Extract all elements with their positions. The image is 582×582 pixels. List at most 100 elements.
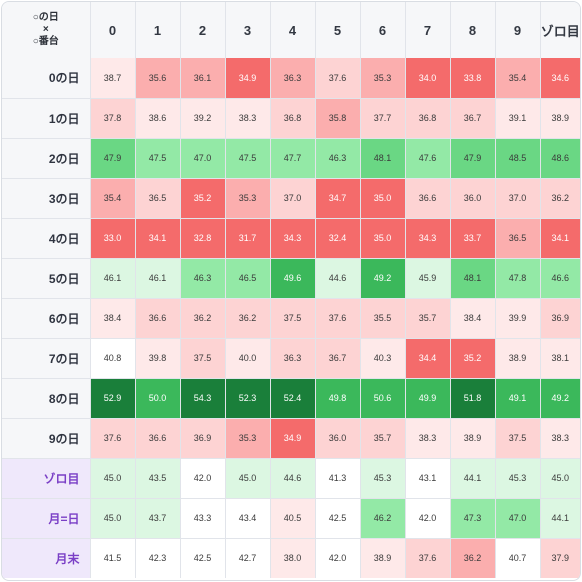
heatmap-cell[interactable]: 46.3 [179,257,226,299]
heatmap-cell[interactable]: 38.7 [89,58,136,99]
heatmap-cell[interactable]: 34.7 [314,177,361,219]
heatmap-cell[interactable]: 52.4 [269,377,316,419]
heatmap-cell[interactable]: 35.7 [359,417,406,459]
heatmap-cell[interactable]: 37.6 [404,537,451,578]
heatmap-cell[interactable]: 47.7 [269,137,316,179]
heatmap-cell[interactable]: 33.7 [449,217,496,259]
heatmap-cell[interactable]: 35.2 [449,337,496,379]
heatmap-cell[interactable]: 35.3 [224,417,271,459]
heatmap-cell[interactable]: 37.6 [89,417,136,459]
heatmap-cell[interactable]: 45.0 [89,457,136,499]
row-header[interactable]: 月末 [2,537,91,578]
heatmap-cell[interactable]: 49.2 [359,257,406,299]
row-header[interactable]: 月=日 [2,497,91,539]
column-header[interactable]: 1 [134,2,181,58]
heatmap-cell[interactable]: 42.5 [314,497,361,539]
heatmap-cell[interactable]: 39.1 [494,97,541,139]
heatmap-cell[interactable]: 34.3 [404,217,451,259]
heatmap-cell[interactable]: 35.2 [179,177,226,219]
heatmap-cell[interactable]: 33.8 [449,58,496,99]
heatmap-cell[interactable]: 34.4 [404,337,451,379]
row-header[interactable]: 2の日 [2,137,91,179]
heatmap-cell[interactable]: 34.1 [134,217,181,259]
heatmap-cell[interactable]: 42.7 [224,537,271,578]
column-header[interactable]: 0 [89,2,136,58]
column-header[interactable]: 9 [494,2,541,58]
heatmap-cell[interactable]: 35.5 [359,297,406,339]
heatmap-cell[interactable]: 50.6 [359,377,406,419]
heatmap-cell[interactable]: 37.6 [314,297,361,339]
heatmap-cell[interactable]: 37.0 [269,177,316,219]
heatmap-cell[interactable]: 34.0 [404,58,451,99]
column-header[interactable]: ゾロ目 [539,2,580,58]
heatmap-cell[interactable]: 36.6 [134,417,181,459]
heatmap-cell[interactable]: 44.6 [314,257,361,299]
heatmap-cell[interactable]: 38.6 [134,97,181,139]
heatmap-cell[interactable]: 36.8 [404,97,451,139]
heatmap-cell[interactable]: 33.0 [89,217,136,259]
heatmap-cell[interactable]: 37.8 [89,97,136,139]
heatmap-cell[interactable]: 51.8 [449,377,496,419]
heatmap-cell[interactable]: 44.1 [539,497,580,539]
heatmap-cell[interactable]: 38.1 [539,337,580,379]
heatmap-cell[interactable]: 38.9 [494,337,541,379]
heatmap-cell[interactable]: 35.3 [224,177,271,219]
heatmap-cell[interactable]: 36.6 [404,177,451,219]
heatmap-cell[interactable]: 43.1 [404,457,451,499]
heatmap-cell[interactable]: 36.2 [539,177,580,219]
heatmap-cell[interactable]: 37.5 [269,297,316,339]
heatmap-cell[interactable]: 40.8 [89,337,136,379]
heatmap-cell[interactable]: 37.6 [314,58,361,99]
heatmap-cell[interactable]: 35.4 [89,177,136,219]
row-header[interactable]: 8の日 [2,377,91,419]
heatmap-cell[interactable]: 36.5 [494,217,541,259]
heatmap-cell[interactable]: 37.0 [494,177,541,219]
heatmap-cell[interactable]: 34.9 [269,417,316,459]
heatmap-cell[interactable]: 45.0 [539,457,580,499]
row-header[interactable]: 5の日 [2,257,91,299]
heatmap-cell[interactable]: 47.9 [449,137,496,179]
heatmap-cell[interactable]: 35.7 [404,297,451,339]
column-header[interactable]: 4 [269,2,316,58]
heatmap-cell[interactable]: 40.3 [359,337,406,379]
heatmap-cell[interactable]: 45.3 [494,457,541,499]
row-header[interactable]: 4の日 [2,217,91,259]
row-header[interactable]: 0の日 [2,58,91,99]
heatmap-cell[interactable]: 31.7 [224,217,271,259]
column-header[interactable]: 3 [224,2,271,58]
heatmap-cell[interactable]: 37.7 [359,97,406,139]
column-header[interactable]: 6 [359,2,406,58]
heatmap-cell[interactable]: 35.8 [314,97,361,139]
heatmap-cell[interactable]: 46.5 [224,257,271,299]
heatmap-cell[interactable]: 46.6 [539,257,580,299]
heatmap-cell[interactable]: 42.0 [179,457,226,499]
heatmap-cell[interactable]: 35.4 [494,58,541,99]
heatmap-cell[interactable]: 37.5 [179,337,226,379]
column-header[interactable]: 5 [314,2,361,58]
heatmap-cell[interactable]: 38.9 [539,97,580,139]
heatmap-cell[interactable]: 47.0 [179,137,226,179]
heatmap-cell[interactable]: 41.5 [89,537,136,578]
heatmap-cell[interactable]: 47.9 [89,137,136,179]
heatmap-cell[interactable]: 45.0 [89,497,136,539]
heatmap-cell[interactable]: 47.5 [224,137,271,179]
heatmap-cell[interactable]: 47.5 [134,137,181,179]
heatmap-cell[interactable]: 36.2 [179,297,226,339]
heatmap-cell[interactable]: 43.4 [224,497,271,539]
heatmap-cell[interactable]: 36.2 [449,537,496,578]
heatmap-cell[interactable]: 42.0 [314,537,361,578]
heatmap-cell[interactable]: 38.0 [269,537,316,578]
heatmap-cell[interactable]: 40.7 [494,537,541,578]
heatmap-cell[interactable]: 38.9 [359,537,406,578]
heatmap-cell[interactable]: 36.6 [134,297,181,339]
heatmap-cell[interactable]: 48.1 [359,137,406,179]
heatmap-cell[interactable]: 34.1 [539,217,580,259]
heatmap-cell[interactable]: 36.8 [269,97,316,139]
heatmap-cell[interactable]: 36.5 [134,177,181,219]
heatmap-cell[interactable]: 36.0 [314,417,361,459]
heatmap-cell[interactable]: 46.1 [134,257,181,299]
heatmap-cell[interactable]: 46.2 [359,497,406,539]
heatmap-cell[interactable]: 45.0 [224,457,271,499]
heatmap-cell[interactable]: 49.6 [269,257,316,299]
heatmap-cell[interactable]: 36.3 [269,58,316,99]
